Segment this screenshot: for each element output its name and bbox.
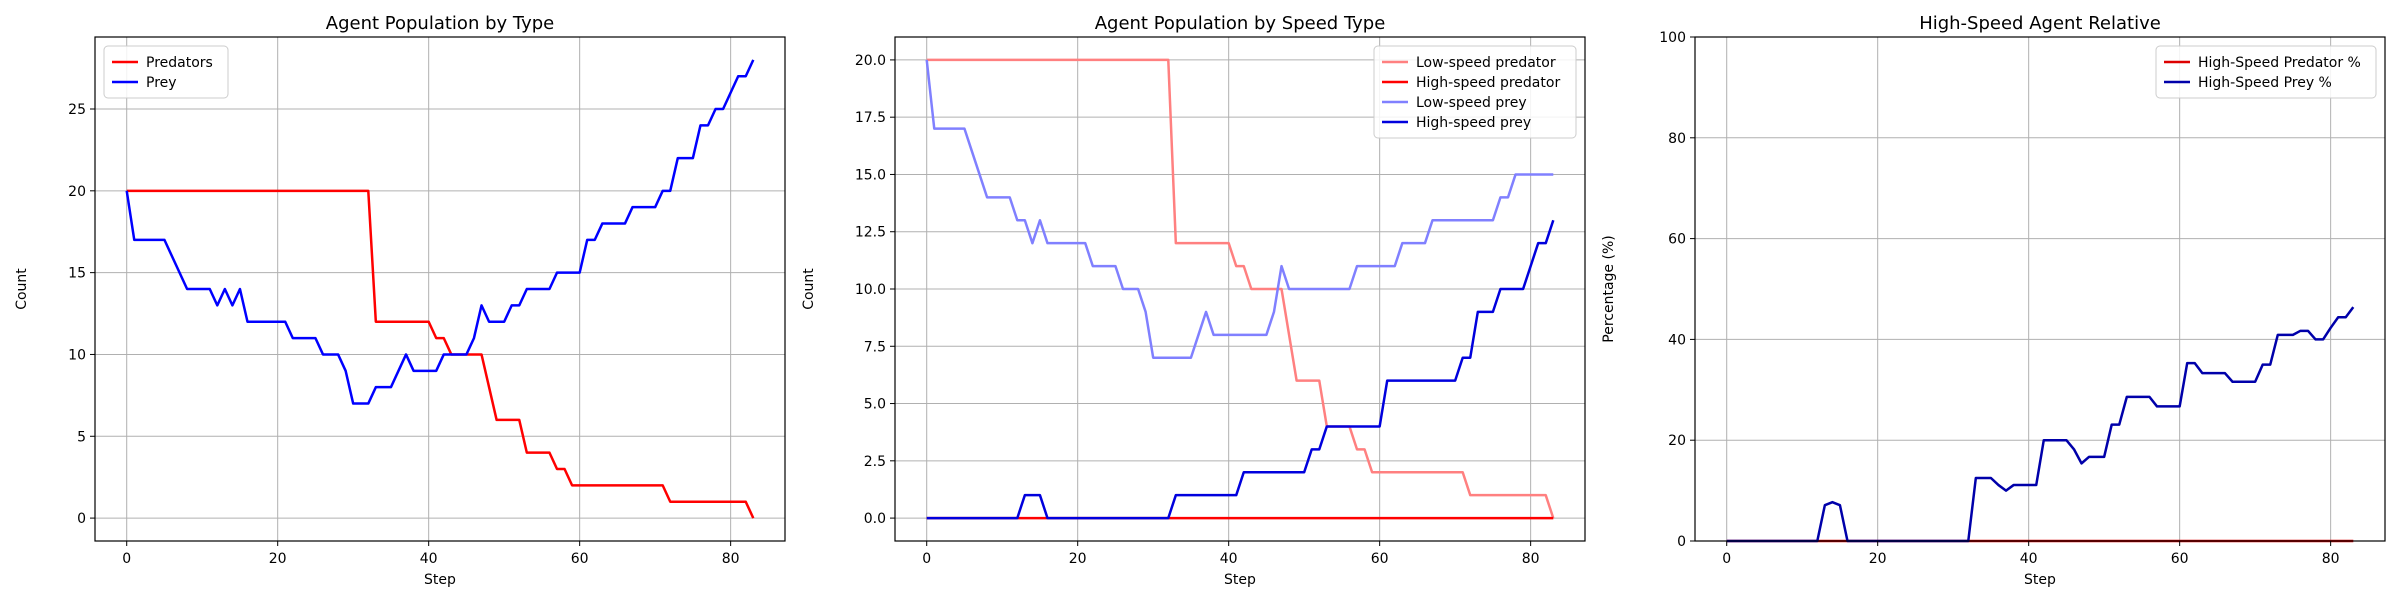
chart-3-legend: High-Speed Predator % High-Speed Prey % <box>2155 45 2377 99</box>
chart-3-ylabel: Percentage (%) <box>1601 235 1617 342</box>
chart-1-xlabel: Step <box>424 572 456 588</box>
chart-1-xtick-label-2: 40 <box>420 551 438 567</box>
chart-3-legend-label-1: High-Speed Prey % <box>2198 75 2332 91</box>
chart-1-ytick-label-4: 20 <box>68 184 86 200</box>
chart-2-xtick-label-3: 60 <box>1371 551 1389 567</box>
chart-3-title: High-Speed Agent Relative <box>1919 13 2161 34</box>
chart-3-axes-frame <box>1694 36 2386 542</box>
chart-2-ytick-label-1: 2.5 <box>864 454 886 470</box>
chart-3-ytick-label-5: 100 <box>1659 30 1686 46</box>
chart-2-ytick-label-2: 5.0 <box>864 397 886 413</box>
chart-2-title: Agent Population by Speed Type <box>1095 13 1386 34</box>
chart-1-title: Agent Population by Type <box>326 13 554 34</box>
chart-2-ytick-label-8: 20.0 <box>855 53 886 69</box>
chart-2-xtick-label-2: 40 <box>1220 551 1238 567</box>
chart-2-legend-label-0: Low-speed predator <box>1416 55 1556 71</box>
chart-2-legend: Low-speed predator High-speed predator Low… <box>1373 45 1577 139</box>
chart-1-grid <box>95 37 785 541</box>
chart-2-ytick-label-4: 10.0 <box>855 282 886 298</box>
chart-1-xtick-label-0: 0 <box>122 551 131 567</box>
chart-3-ytick-label-2: 40 <box>1668 332 1686 348</box>
chart-1: Agent Population by Type Step Count 0 20 4… <box>14 13 786 588</box>
chart-2-ylabel: Count <box>801 268 817 310</box>
chart-1-ytick-label-1: 5 <box>77 429 86 445</box>
chart-1-series-0-line <box>126 189 755 519</box>
chart-2-series-3-line <box>926 219 1555 520</box>
chart-1-ytick-label-2: 10 <box>68 347 86 363</box>
chart-1-ylabel: Count <box>14 268 30 310</box>
chart-2-legend-box <box>1373 45 1577 139</box>
chart-2-ytick-label-6: 15.0 <box>855 167 886 183</box>
chart-1-legend-label-0: Predators <box>146 55 213 71</box>
chart-2-legend-label-2: Low-speed prey <box>1416 95 1527 111</box>
chart-2-series-0-line <box>926 58 1555 519</box>
chart-2-xtick-label-4: 80 <box>1522 551 1540 567</box>
chart-3-series-1-line <box>1726 306 2355 543</box>
chart-3-legend-box <box>2155 45 2377 99</box>
chart-3-xtick-label-3: 60 <box>2171 551 2189 567</box>
chart-2-ytick-label-7: 17.5 <box>855 110 886 126</box>
chart-2-legend-label-3: High-speed prey <box>1416 115 1531 131</box>
chart-1-legend: Predators Prey <box>103 45 229 99</box>
chart-3-ytick-label-3: 60 <box>1668 232 1686 248</box>
chart-3-ytick-label-1: 20 <box>1668 433 1686 449</box>
chart-1-xtick-label-4: 80 <box>722 551 740 567</box>
chart-2: Agent Population by Speed Type Step Coun… <box>801 13 1586 588</box>
chart-2-ytick-label-3: 7.5 <box>864 339 886 355</box>
chart-3-xtick-label-0: 0 <box>1722 551 1731 567</box>
chart-1-ytick-label-5: 25 <box>68 102 86 118</box>
chart-3-ytick-label-4: 80 <box>1668 131 1686 147</box>
chart-1-legend-label-1: Prey <box>146 75 177 91</box>
chart-3-xtick-label-2: 40 <box>2020 551 2038 567</box>
chart-1-axes-frame <box>94 36 786 542</box>
chart-2-xtick-label-0: 0 <box>922 551 931 567</box>
chart-2-series-2-line <box>925 59 1554 359</box>
chart-3-xtick-label-4: 80 <box>2322 551 2340 567</box>
chart-3-xlabel: Step <box>2024 572 2056 588</box>
chart-1-xtick-label-1: 20 <box>269 551 287 567</box>
chart-2-legend-label-1: High-speed predator <box>1416 75 1560 91</box>
chart-1-xtick-label-3: 60 <box>571 551 589 567</box>
chart-2-xlabel: Step <box>1224 572 1256 588</box>
chart-3-ytick-label-0: 0 <box>1677 534 1686 550</box>
chart-3-xtick-label-1: 20 <box>1869 551 1887 567</box>
chart-1-series-1-line <box>125 59 755 405</box>
chart-1-legend-box <box>103 45 229 99</box>
chart-1-ytick-label-0: 0 <box>77 511 86 527</box>
chart-3-legend-label-0: High-Speed Predator % <box>2198 55 2361 71</box>
chart-1-ytick-label-3: 15 <box>68 266 86 282</box>
chart-3: High-Speed Agent Relative Step Percentag… <box>1601 13 2386 588</box>
chart-2-xtick-label-1: 20 <box>1069 551 1087 567</box>
chart-2-ytick-label-5: 12.5 <box>855 225 886 241</box>
chart-2-ytick-label-0: 0.0 <box>864 511 886 527</box>
